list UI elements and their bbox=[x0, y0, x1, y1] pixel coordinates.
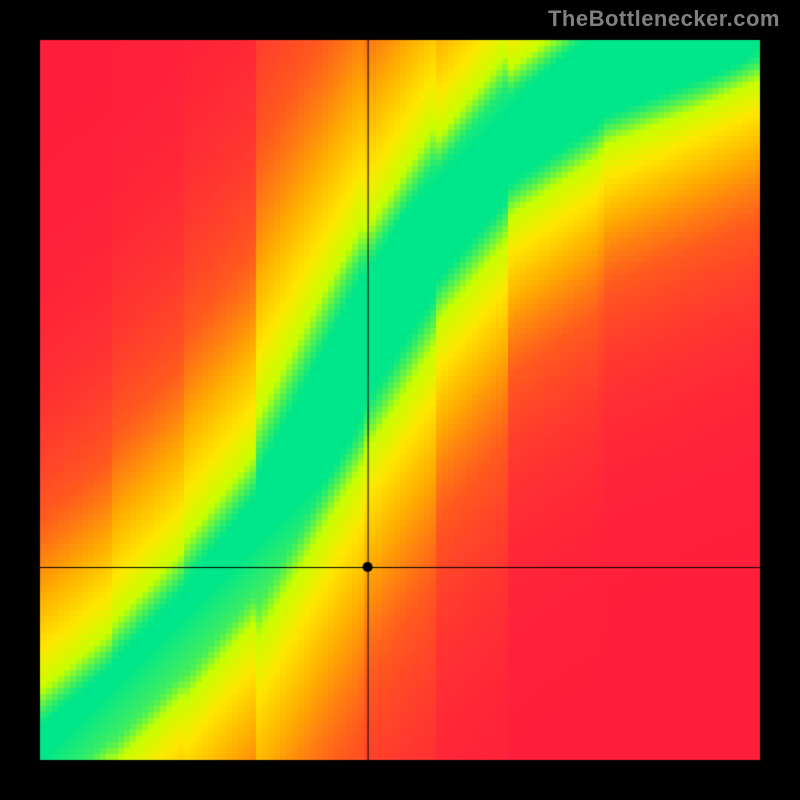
watermark-text: TheBottlenecker.com bbox=[548, 6, 780, 32]
chart-container: TheBottlenecker.com bbox=[0, 0, 800, 800]
bottleneck-heatmap-canvas bbox=[0, 0, 800, 800]
